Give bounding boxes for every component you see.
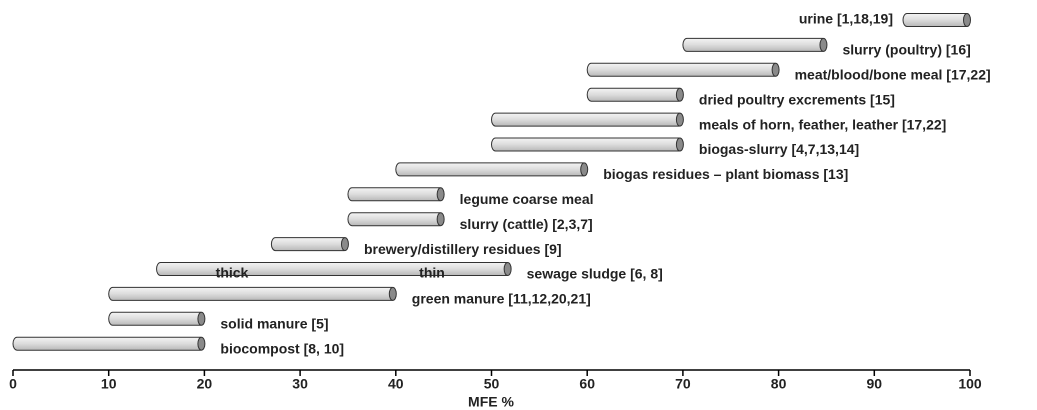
bar	[156, 262, 512, 276]
bar-cap	[503, 262, 512, 276]
bar-label: legume coarse meal	[460, 191, 594, 207]
x-axis-title: MFE %	[468, 394, 514, 410]
bar-label: biogas-slurry [4,7,13,14]	[699, 141, 859, 157]
x-tick-label: 40	[388, 376, 404, 392]
bar-label: biocompost [8, 10]	[220, 340, 344, 356]
x-tick-label: 0	[9, 376, 17, 392]
bar	[491, 137, 684, 152]
bar	[347, 212, 445, 227]
bar-label: brewery/distillery residues [9]	[364, 241, 562, 257]
bar-label: meat/blood/bone meal [17,22]	[795, 67, 991, 83]
bar-cap	[771, 62, 780, 77]
bar	[902, 13, 971, 27]
x-tick-label: 60	[579, 376, 595, 392]
bar-label: urine [1,18,19]	[799, 11, 893, 27]
bar-label: slurry (cattle) [2,3,7]	[460, 216, 593, 232]
bar-cap	[388, 286, 397, 301]
x-tick-label: 70	[675, 376, 691, 392]
bar	[491, 112, 684, 127]
annotation: thick	[216, 265, 249, 281]
x-tick-label: 80	[771, 376, 787, 392]
bar-label: green manure [11,12,20,21]	[412, 291, 591, 307]
bar-cap	[675, 137, 684, 152]
bar-label: solid manure [5]	[220, 316, 328, 332]
annotation: thin	[419, 265, 445, 281]
bar	[395, 162, 588, 177]
bar	[108, 286, 397, 301]
bar-cap	[340, 237, 349, 252]
bar-cap	[963, 13, 971, 27]
bar-label: biogas residues – plant biomass [13]	[603, 166, 848, 182]
bar-cap	[819, 37, 828, 52]
bar	[108, 311, 205, 326]
bar-cap	[197, 311, 206, 326]
bar-label: sewage sludge [6, 8]	[527, 266, 663, 282]
bar-label: dried poultry excrements [15]	[699, 91, 895, 107]
bar-cap	[675, 112, 684, 127]
x-tick-label: 50	[484, 376, 500, 392]
bar	[270, 237, 349, 252]
bar-cap	[436, 212, 445, 227]
bar-cap	[197, 336, 206, 351]
bar-cap	[580, 162, 589, 177]
x-tick-label: 30	[292, 376, 308, 392]
bar-cap	[675, 87, 684, 102]
bar	[347, 187, 445, 202]
bar	[586, 87, 684, 102]
bar-label: meals of horn, feather, leather [17,22]	[699, 116, 946, 132]
x-tick-label: 90	[867, 376, 883, 392]
bar	[682, 37, 827, 52]
bar-label: slurry (poultry) [16]	[842, 42, 970, 58]
x-tick-label: 20	[197, 376, 213, 392]
x-tick-label: 10	[101, 376, 117, 392]
bar	[586, 62, 780, 77]
bar-cap	[436, 187, 445, 202]
bar	[12, 336, 205, 351]
x-tick-label: 100	[958, 376, 982, 392]
